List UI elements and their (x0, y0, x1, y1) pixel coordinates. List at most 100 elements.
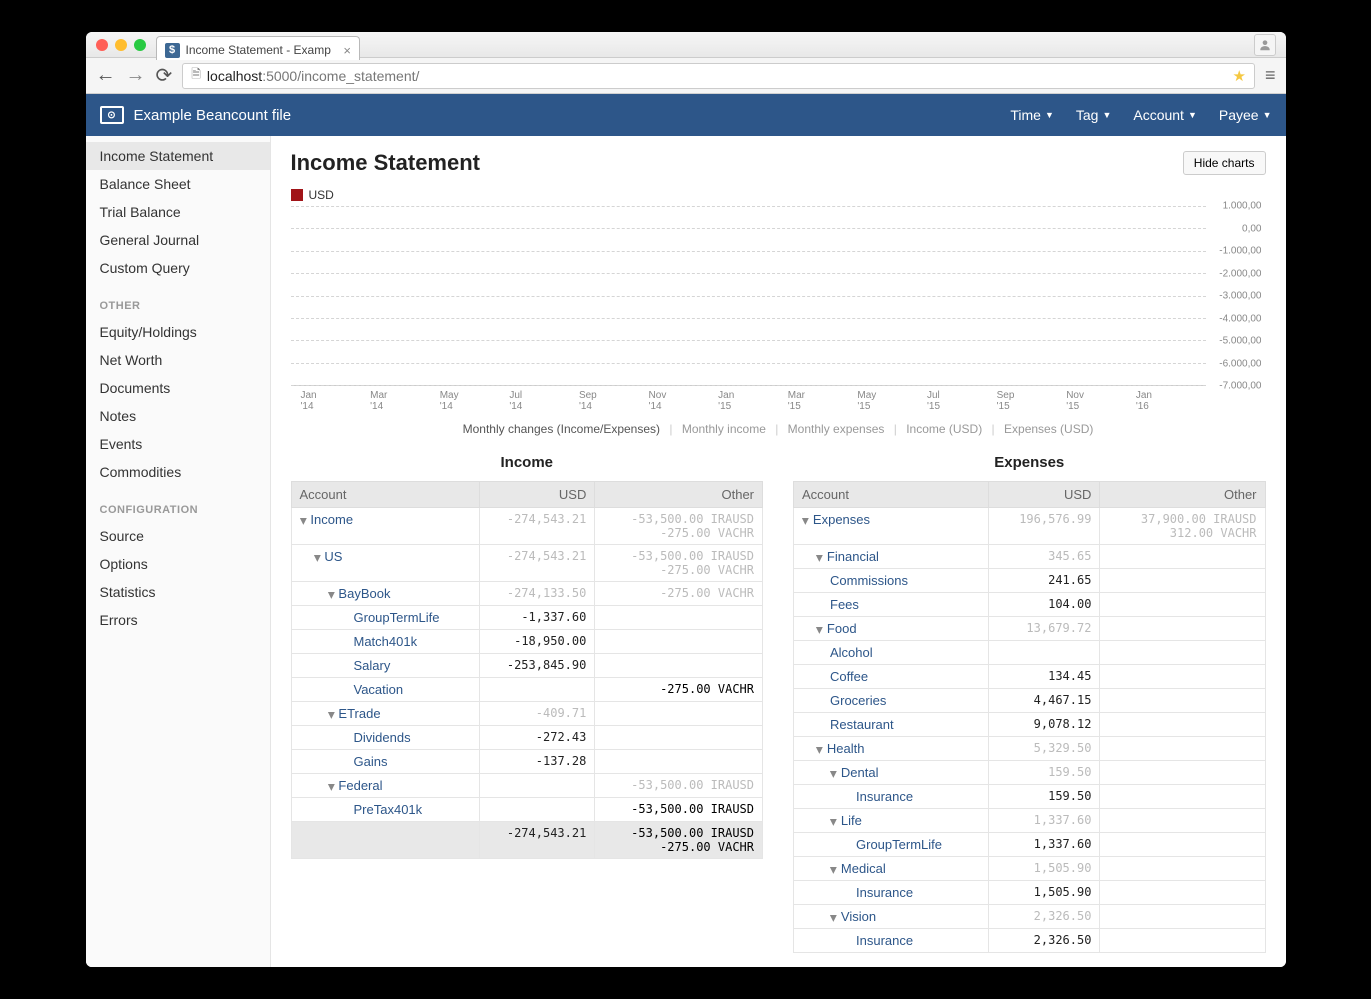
account-cell[interactable]: GroupTermLife (794, 833, 989, 857)
account-cell[interactable]: Commissions (794, 569, 989, 593)
sidebar-item-statistics[interactable]: Statistics (86, 578, 270, 606)
sidebar-item-net-worth[interactable]: Net Worth (86, 346, 270, 374)
usd-cell: -272.43 (479, 726, 595, 750)
account-cell[interactable]: Insurance (794, 785, 989, 809)
x-tick: Jan'14 (301, 390, 371, 412)
account-cell[interactable]: Match401k (291, 630, 479, 654)
expand-icon[interactable]: ▶ (325, 712, 336, 719)
reload-icon[interactable]: ⟳ (156, 63, 173, 88)
account-cell[interactable]: ▶Food (794, 617, 989, 641)
expand-icon[interactable]: ▶ (828, 915, 839, 922)
sidebar-item-income-statement[interactable]: Income Statement (86, 142, 270, 170)
site-info-icon[interactable]: 🗎 (191, 65, 201, 86)
expand-icon[interactable]: ▶ (325, 784, 336, 791)
account-cell[interactable]: Insurance (794, 881, 989, 905)
chart-tab[interactable]: Expenses (USD) (998, 422, 1099, 436)
account-cell[interactable]: ▶Financial (794, 545, 989, 569)
account-cell[interactable]: Dividends (291, 726, 479, 750)
usd-cell: 1,337.60 (989, 833, 1100, 857)
expand-icon[interactable]: ▶ (828, 771, 839, 778)
other-cell: -275.00 VACHR (595, 582, 763, 606)
maximize-icon[interactable] (134, 39, 146, 51)
expand-icon[interactable]: ▶ (828, 819, 839, 826)
account-cell[interactable]: ▶Income (291, 508, 479, 545)
account-cell[interactable]: Insurance (794, 929, 989, 953)
account-cell[interactable]: Groceries (794, 689, 989, 713)
sidebar-item-errors[interactable]: Errors (86, 606, 270, 634)
account-cell[interactable]: PreTax401k (291, 798, 479, 822)
total-row: -274,543.21-53,500.00 IRAUSD -275.00 VAC… (291, 822, 763, 859)
sidebar-item-documents[interactable]: Documents (86, 374, 270, 402)
sidebar-item-events[interactable]: Events (86, 430, 270, 458)
account-cell[interactable]: Alcohol (794, 641, 989, 665)
sidebar-item-notes[interactable]: Notes (86, 402, 270, 430)
account-cell[interactable]: Salary (291, 654, 479, 678)
usd-cell: 5,329.50 (989, 737, 1100, 761)
expand-icon[interactable]: ▶ (828, 867, 839, 874)
x-tick: Nov'15 (1066, 390, 1136, 412)
browser-tab[interactable]: $ Income Statement - Examp × (156, 36, 360, 60)
favicon-icon: $ (165, 43, 180, 58)
chart-tab[interactable]: Monthly changes (Income/Expenses) (457, 422, 666, 436)
account-cell[interactable]: ▶Life (794, 809, 989, 833)
sidebar-item-trial-balance[interactable]: Trial Balance (86, 198, 270, 226)
account-cell[interactable]: ▶Dental (794, 761, 989, 785)
header-menu-payee[interactable]: Payee ▼ (1219, 107, 1272, 123)
table-row: ▶Financial345.65 (794, 545, 1266, 569)
other-cell (1100, 809, 1265, 833)
tab-close-icon[interactable]: × (343, 43, 351, 58)
sidebar-item-general-journal[interactable]: General Journal (86, 226, 270, 254)
sidebar-item-commodities[interactable]: Commodities (86, 458, 270, 486)
bookmark-star-icon[interactable]: ★ (1233, 67, 1246, 85)
expand-icon[interactable]: ▶ (297, 518, 308, 525)
x-tick: Mar'14 (370, 390, 440, 412)
minimize-icon[interactable] (115, 39, 127, 51)
expand-icon[interactable]: ▶ (814, 627, 825, 634)
account-cell[interactable]: Restaurant (794, 713, 989, 737)
account-cell[interactable]: Fees (794, 593, 989, 617)
expand-icon[interactable]: ▶ (814, 747, 825, 754)
sidebar-item-source[interactable]: Source (86, 522, 270, 550)
account-cell[interactable]: ▶Expenses (794, 508, 989, 545)
profile-icon[interactable] (1254, 34, 1276, 56)
sidebar-item-equity-holdings[interactable]: Equity/Holdings (86, 318, 270, 346)
sidebar-item-options[interactable]: Options (86, 550, 270, 578)
x-tick: May'14 (440, 390, 510, 412)
account-cell[interactable]: Coffee (794, 665, 989, 689)
account-cell[interactable]: ▶Medical (794, 857, 989, 881)
chart-tab[interactable]: Monthly expenses (782, 422, 891, 436)
expand-icon[interactable]: ▶ (325, 592, 336, 599)
close-icon[interactable] (96, 39, 108, 51)
chart-tab[interactable]: Monthly income (676, 422, 772, 436)
sidebar-item-custom-query[interactable]: Custom Query (86, 254, 270, 282)
table-row: ▶Medical1,505.90 (794, 857, 1266, 881)
other-cell (1100, 857, 1265, 881)
account-cell[interactable]: ▶BayBook (291, 582, 479, 606)
sidebar-item-balance-sheet[interactable]: Balance Sheet (86, 170, 270, 198)
account-cell[interactable]: ▶Vision (794, 905, 989, 929)
hide-charts-button[interactable]: Hide charts (1183, 151, 1266, 175)
header-menu-time[interactable]: Time ▼ (1010, 107, 1054, 123)
account-cell[interactable]: ▶Health (794, 737, 989, 761)
back-icon[interactable]: ← (96, 64, 116, 87)
account-cell[interactable]: Vacation (291, 678, 479, 702)
expand-icon[interactable]: ▶ (800, 518, 811, 525)
expand-icon[interactable]: ▶ (311, 555, 322, 562)
expand-icon[interactable]: ▶ (814, 555, 825, 562)
account-cell[interactable]: GroupTermLife (291, 606, 479, 630)
chart-tab[interactable]: Income (USD) (900, 422, 988, 436)
url-input[interactable]: 🗎 localhost:5000/income_statement/ ★ (182, 63, 1255, 89)
usd-cell: 345.65 (989, 545, 1100, 569)
account-cell[interactable]: ▶Federal (291, 774, 479, 798)
account-cell[interactable]: ▶ETrade (291, 702, 479, 726)
account-cell[interactable]: ▶US (291, 545, 479, 582)
header-menu-tag[interactable]: Tag ▼ (1076, 107, 1112, 123)
menu-icon[interactable]: ≡ (1265, 65, 1276, 86)
other-cell: 37,900.00 IRAUSD 312.00 VACHR (1100, 508, 1265, 545)
url-path: /income_statement/ (297, 68, 419, 84)
header-menu-account[interactable]: Account ▼ (1133, 107, 1197, 123)
y-tick: -6.000,00 (1219, 358, 1261, 369)
y-tick: -1.000,00 (1219, 246, 1261, 257)
account-cell[interactable]: Gains (291, 750, 479, 774)
forward-icon[interactable]: → (126, 64, 146, 87)
